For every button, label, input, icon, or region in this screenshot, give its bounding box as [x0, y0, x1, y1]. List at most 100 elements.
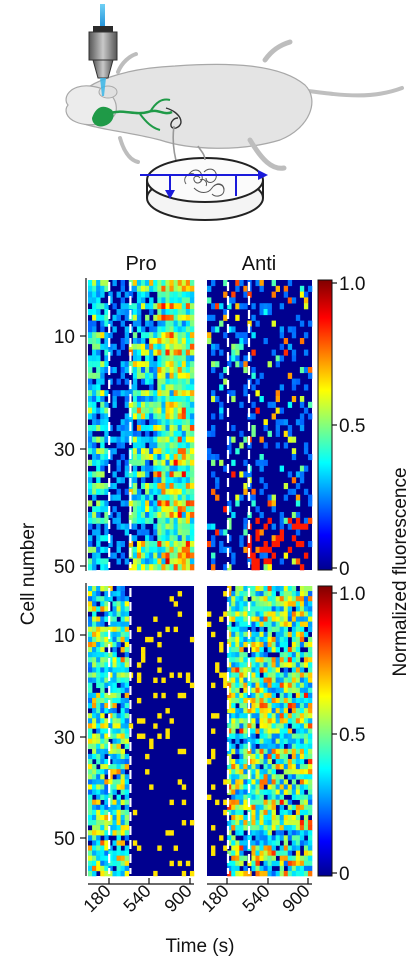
- heatmap-cell: [177, 535, 183, 542]
- heatmap-cell: [231, 512, 236, 519]
- heatmap-cell: [231, 355, 236, 362]
- heatmap-cell: [247, 471, 252, 478]
- heatmap-cell: [255, 799, 260, 806]
- heatmap-cell: [104, 748, 109, 755]
- heatmap-cell: [235, 687, 240, 694]
- heatmap-cell: [136, 407, 142, 414]
- heatmap-cell: [235, 769, 240, 775]
- heatmap-cell: [251, 586, 256, 592]
- heatmap-cell: [185, 407, 191, 414]
- heatmap-cell: [88, 384, 93, 391]
- heatmap-cell: [116, 291, 121, 298]
- heatmap-cell: [96, 728, 101, 734]
- heatmap-cell: [231, 687, 236, 694]
- heatmap-cell: [227, 626, 232, 633]
- heatmap-cell: [283, 870, 289, 877]
- heatmap-cell: [263, 774, 268, 780]
- heatmap-cell: [88, 799, 93, 806]
- heatmap-cell: [189, 425, 195, 432]
- heatmap-cell: [181, 459, 187, 466]
- heatmap-cell: [169, 483, 174, 490]
- heatmap-cell: [239, 401, 244, 408]
- heatmap-cell: [108, 743, 113, 750]
- heatmap-cell: [307, 718, 313, 724]
- heatmap-cell: [169, 285, 174, 292]
- heatmap-cell: [88, 820, 93, 826]
- heatmap-cell: [259, 621, 264, 627]
- heatmap-cell: [96, 280, 101, 287]
- heatmap-cell: [235, 774, 240, 780]
- heatmap-cell: [181, 320, 187, 327]
- heatmap-cell: [108, 774, 113, 780]
- heatmap-cell: [227, 611, 232, 617]
- heatmap-cell: [283, 769, 289, 775]
- heatmap-cell: [157, 361, 162, 368]
- heatmap-cell: [153, 361, 158, 368]
- heatmap-cell: [263, 621, 268, 627]
- heatmap-cell: [173, 280, 178, 287]
- heatmap-cell: [231, 845, 236, 851]
- heatmap-cell: [279, 517, 285, 524]
- heatmap-cell: [251, 616, 256, 622]
- heatmap-cell: [263, 309, 268, 316]
- heatmap-cell: [283, 349, 289, 356]
- heatmap-cell: [141, 303, 146, 310]
- heatmap-cell: [239, 662, 244, 668]
- heatmap-cell: [177, 390, 183, 397]
- heatmap-cell: [291, 647, 297, 653]
- heatmap-cell: [100, 682, 105, 689]
- heatmap-cell: [96, 814, 101, 821]
- heatmap-cell: [279, 794, 285, 800]
- heatmap-cell: [295, 512, 301, 519]
- heatmap-cell: [157, 326, 162, 333]
- heatmap-cell: [299, 723, 305, 729]
- heatmap-cell: [181, 523, 187, 530]
- heatmap-cell: [275, 535, 280, 542]
- heatmap-cell: [141, 718, 146, 724]
- heatmap-cell: [88, 309, 93, 316]
- heatmap-cell: [96, 314, 101, 321]
- heatmap-cell: [287, 799, 293, 806]
- heatmap-cell: [211, 430, 216, 437]
- heatmap-cell: [165, 488, 170, 495]
- heatmap-cell: [211, 558, 216, 565]
- heatmap-cell: [255, 687, 260, 694]
- heatmap-cell: [157, 546, 162, 553]
- heatmap-cell: [124, 419, 130, 426]
- heatmap-cell: [235, 784, 240, 790]
- heatmap-cell: [231, 697, 236, 704]
- heatmap-cell: [287, 657, 293, 663]
- heatmap-cell: [100, 390, 105, 397]
- heatmap-cell: [235, 494, 240, 501]
- heatmap-cell: [96, 865, 101, 872]
- heatmap-cell: [243, 733, 248, 739]
- heatmap-cell: [271, 667, 276, 673]
- heatmap-cell: [243, 708, 248, 714]
- heatmap-cell: [299, 601, 305, 607]
- heatmap-cell: [239, 845, 244, 851]
- heatmap-cell: [161, 512, 166, 519]
- heatmap-cell: [239, 647, 244, 653]
- heatmap-cell: [100, 794, 105, 800]
- heatmap-cell: [231, 835, 236, 841]
- heatmap-cell: [108, 682, 113, 689]
- heatmap-cell: [267, 564, 272, 571]
- heatmap-cell: [181, 285, 187, 292]
- heatmap-cell: [255, 769, 260, 775]
- heatmap-cell: [112, 606, 117, 612]
- heatmap-cell: [100, 483, 105, 490]
- heatmap-cell: [104, 641, 109, 648]
- heatmap-cell: [271, 586, 276, 592]
- heatmap-cell: [88, 500, 93, 507]
- heatmap-cell: [255, 784, 260, 790]
- heatmap-cell: [307, 809, 313, 816]
- heatmap-cell: [231, 764, 236, 770]
- heatmap-cell: [263, 662, 268, 668]
- heatmap-cell: [235, 314, 240, 321]
- heatmap-cell: [279, 303, 285, 310]
- heatmap-cell: [112, 303, 117, 310]
- heatmap-cell: [124, 703, 130, 709]
- heatmap-cell: [165, 552, 170, 559]
- heatmap-cell: [251, 703, 256, 709]
- heatmap-cell: [136, 500, 142, 507]
